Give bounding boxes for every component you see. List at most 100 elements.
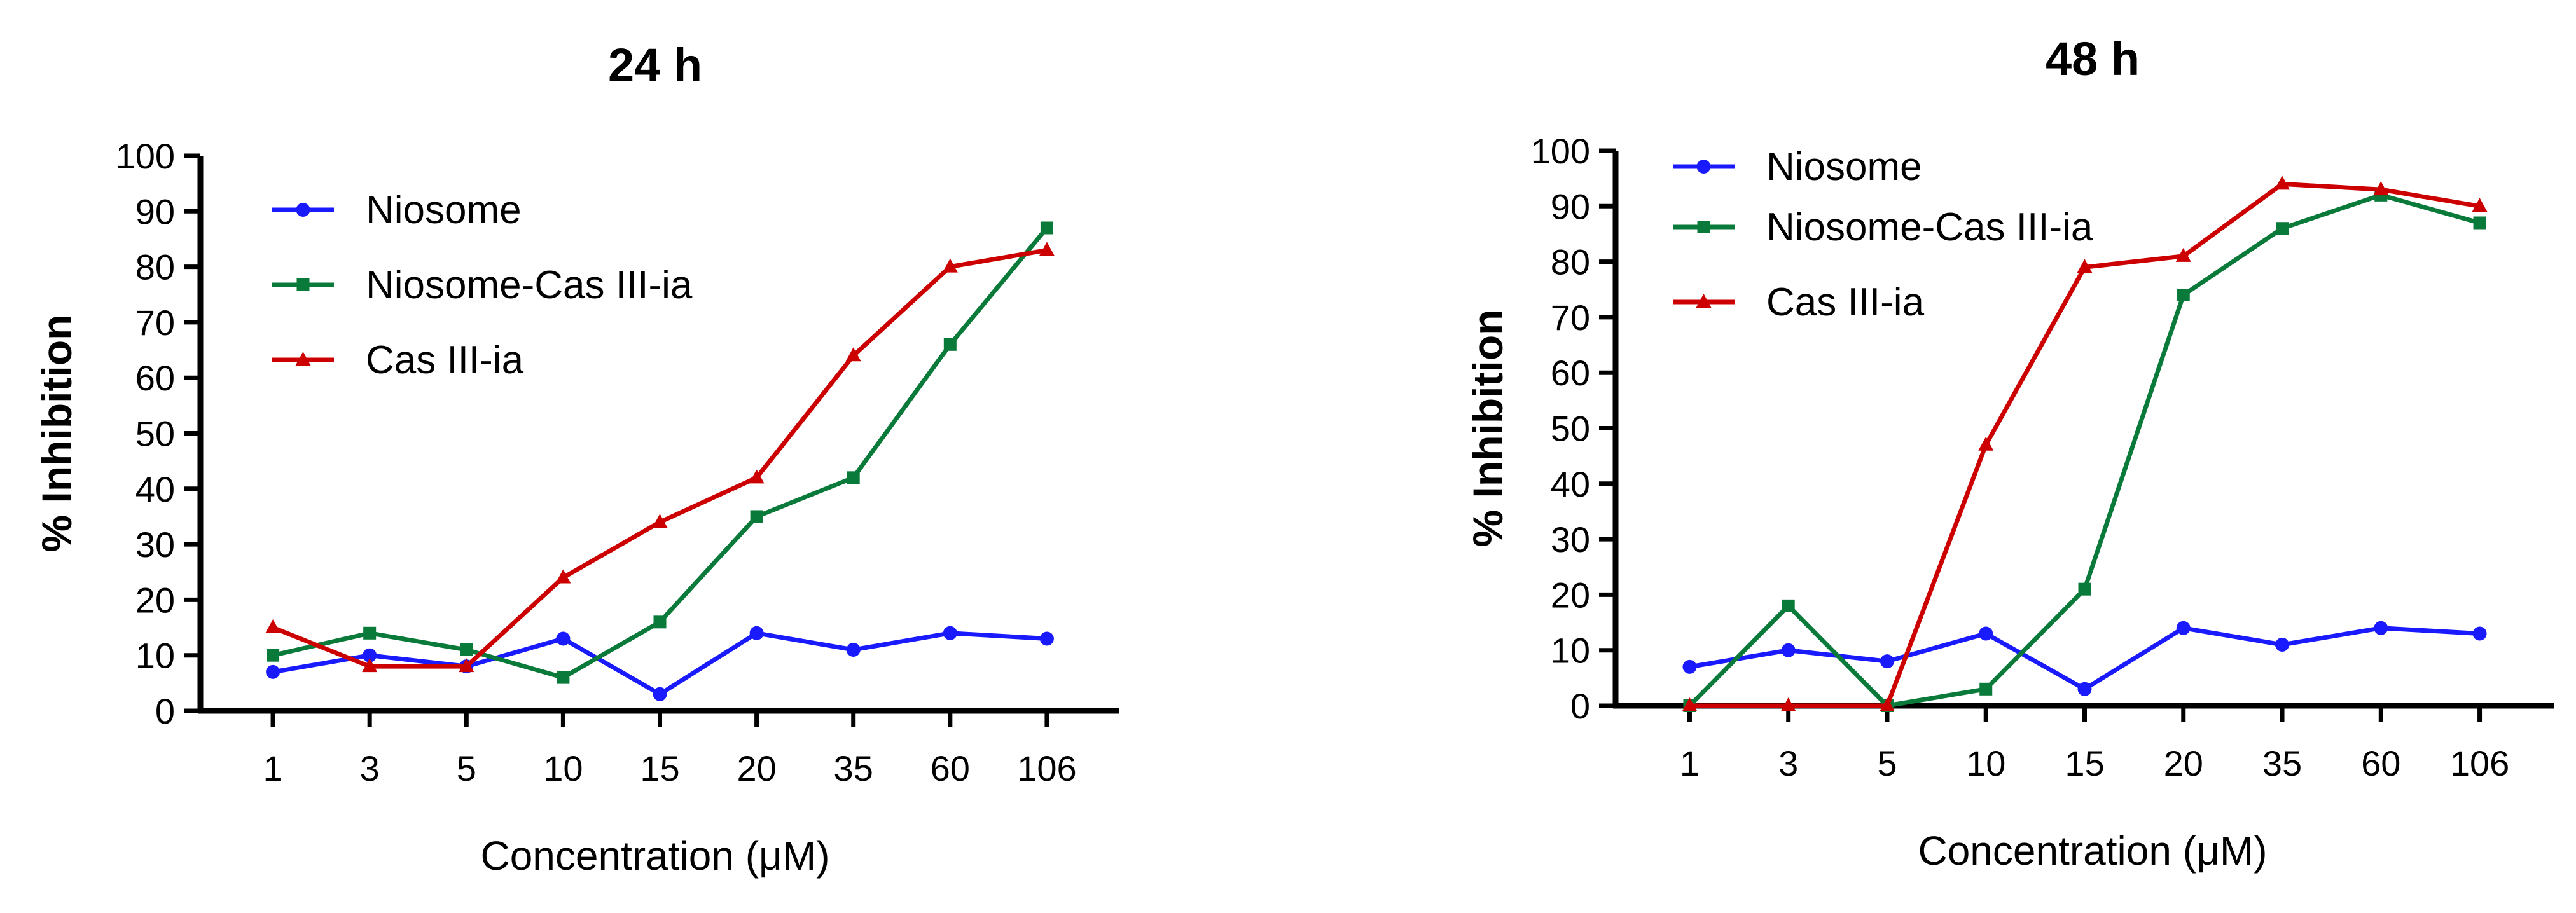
data-point (362, 658, 378, 673)
data-point (2373, 181, 2389, 196)
data-point (2275, 637, 2290, 652)
data-point (460, 643, 473, 656)
data-point (845, 347, 861, 362)
data-point (1039, 631, 1054, 646)
x-tick-label: 20 (2164, 743, 2203, 783)
data-point (846, 642, 861, 657)
y-tick-label: 50 (1551, 409, 1590, 449)
data-point (557, 671, 570, 684)
series-niosome-cas-iii-ia (267, 221, 1053, 684)
y-tick-label: 0 (155, 691, 175, 731)
legend-swatch-marker (1697, 221, 1710, 233)
legend-label: Cas III-ia (366, 338, 524, 382)
y-tick-label: 40 (135, 469, 175, 509)
data-point (750, 510, 763, 523)
x-axis-label: Concentration (μM) (1918, 828, 2267, 874)
legend-swatch-marker (296, 278, 310, 291)
x-tick-label: 5 (457, 748, 476, 788)
x-tick-label: 15 (2065, 743, 2104, 783)
legend-entry: Niosome (272, 188, 522, 232)
y-tick-label: 90 (1551, 186, 1590, 226)
legend-label: Niosome (366, 188, 522, 232)
y-tick-label: 20 (1551, 575, 1590, 615)
y-tick-label: 10 (135, 636, 175, 676)
y-tick-label: 10 (1551, 631, 1590, 671)
y-tick-label: 20 (135, 580, 175, 620)
legend-entry: Niosome-Cas III-ia (272, 263, 693, 307)
data-point (652, 514, 668, 528)
y-tick-label: 40 (1551, 464, 1590, 504)
y-tick-label: 50 (135, 414, 175, 454)
legend-label: Cas III-ia (1766, 280, 1925, 324)
data-point (2176, 621, 2191, 635)
data-point (2175, 247, 2191, 262)
data-point (555, 569, 571, 584)
x-tick-label: 35 (2262, 743, 2302, 783)
data-point (1781, 643, 1796, 657)
x-tick-label: 20 (737, 748, 776, 788)
series-line (272, 631, 1048, 697)
y-tick-label: 30 (1551, 519, 1590, 559)
data-point (265, 619, 281, 634)
data-point (2374, 621, 2388, 635)
y-tick-label: 80 (1551, 242, 1590, 282)
data-point (266, 664, 280, 679)
legend-label: Niosome-Cas III-ia (366, 263, 693, 307)
y-tick-label: 0 (1570, 686, 1590, 726)
y-tick-label: 70 (1551, 298, 1590, 338)
series-niosome (1682, 621, 2487, 696)
legend-label: Niosome (1766, 145, 1922, 189)
data-point (1979, 626, 1993, 641)
data-point (943, 626, 957, 640)
x-tick-label: 15 (640, 748, 679, 788)
data-point (363, 626, 377, 640)
data-point (1039, 242, 1055, 256)
y-axis-label: % Inhibition (1464, 310, 1511, 547)
x-tick-label: 3 (360, 748, 380, 788)
legend-swatch-marker (295, 352, 311, 366)
y-tick-label: 100 (116, 136, 175, 176)
data-point (942, 258, 958, 273)
data-point (1780, 697, 1796, 711)
x-tick-label: 1 (263, 748, 283, 788)
x-tick-label: 106 (1017, 748, 1076, 788)
data-point (363, 648, 377, 662)
data-point (1682, 697, 1698, 711)
data-point (943, 338, 957, 351)
legend-entry: Niosome (1673, 145, 1922, 189)
chart-title: 24 h (608, 39, 702, 92)
legend-swatch-marker (296, 203, 310, 217)
series-cas-iii-ia (1682, 175, 2488, 711)
data-point (2077, 682, 2092, 696)
series-line (1689, 626, 2480, 692)
data-point (1880, 654, 1894, 669)
data-point (2078, 582, 2091, 596)
legend-entry: Cas III-ia (272, 338, 524, 382)
x-axis-label: Concentration (μM) (480, 833, 829, 879)
legend-label: Niosome-Cas III-ia (1766, 205, 2093, 249)
series-cas-iii-ia (265, 242, 1055, 673)
data-point (1782, 599, 1795, 612)
data-point (749, 469, 765, 484)
y-tick-label: 60 (1551, 353, 1590, 393)
data-point (2473, 216, 2486, 230)
data-point (653, 615, 667, 629)
y-tick-label: 100 (1531, 131, 1590, 171)
data-point (749, 626, 764, 640)
chart-title: 48 h (2046, 32, 2140, 85)
legend-entry: Niosome-Cas III-ia (1673, 205, 2093, 249)
series-niosome (266, 626, 1054, 701)
data-point (1682, 659, 1697, 674)
x-tick-label: 106 (2450, 743, 2509, 783)
data-point (653, 687, 667, 701)
legend-swatch-marker (1696, 160, 1711, 174)
x-tick-label: 60 (931, 748, 970, 788)
x-tick-label: 5 (1877, 743, 1897, 783)
y-tick-label: 90 (135, 191, 175, 231)
x-tick-label: 60 (2361, 743, 2400, 783)
x-tick-label: 1 (1680, 743, 1700, 783)
y-tick-label: 30 (135, 525, 175, 565)
